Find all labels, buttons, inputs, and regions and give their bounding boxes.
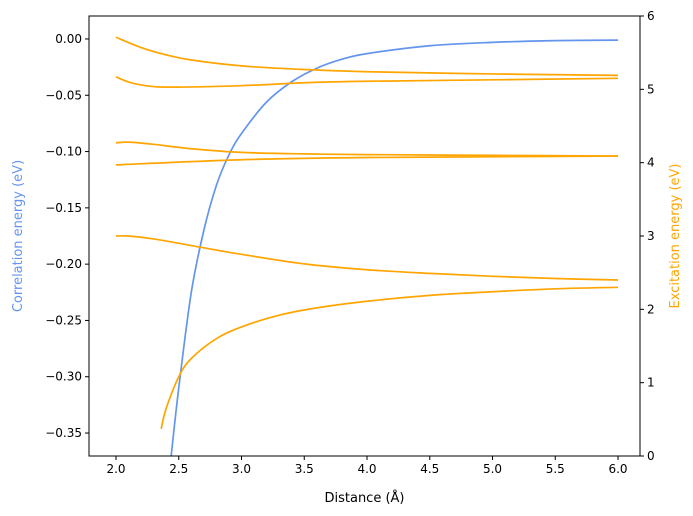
series-line-excitation-3 [115,141,619,157]
y-right-tick-label: 4 [647,156,655,170]
y-right-tick-label: 6 [647,9,655,23]
y-left-tick-label: −0.15 [45,201,82,215]
x-tick-label: 5.5 [546,462,565,476]
x-tick-label: 4.0 [357,462,376,476]
series-line-excitation-2 [115,76,619,88]
y-axis-left-label: Correlation energy (eV) [11,160,26,312]
y-left-tick-label: −0.20 [45,257,82,271]
x-tick-label: 2.0 [106,462,125,476]
x-axis: 2.0 2.5 3.0 3.5 4.0 4.5 5.0 5.5 6.0 [106,456,628,476]
y-right-tick-label: 0 [647,449,655,463]
y-left-tick-label: 0.00 [55,32,82,46]
y-left-tick-label: −0.05 [45,88,82,102]
y-axis-right-label: Excitation energy (eV) [668,164,683,309]
x-tick-label: 6.0 [608,462,627,476]
x-axis-label: Distance (Å) [324,490,404,506]
series-layer [115,36,619,456]
y-left-tick-label: −0.35 [45,426,82,440]
series-line-excitation-6 [160,286,619,430]
x-tick-label: 3.0 [232,462,251,476]
x-tick-label: 5.0 [483,462,502,476]
x-tick-label: 4.5 [420,462,439,476]
x-tick-label: 2.5 [169,462,188,476]
series-line-excitation-5 [115,234,619,281]
series-line-excitation-1 [115,36,619,77]
y-right-tick-label: 5 [647,82,655,96]
series-line-excitation-4 [115,155,619,166]
y-axis-right: 0 1 2 3 4 5 6 [640,9,655,463]
y-left-tick-label: −0.10 [45,145,82,159]
y-axis-left: 0.00 −0.05 −0.10 −0.15 −0.20 −0.25 −0.30 −0.35 [45,32,89,440]
y-right-tick-label: 1 [647,376,655,390]
y-right-tick-label: 2 [647,302,655,316]
y-left-tick-label: −0.25 [45,313,82,327]
y-left-tick-label: −0.30 [45,370,82,384]
y-right-tick-label: 3 [647,229,655,243]
x-tick-label: 3.5 [295,462,314,476]
series-line-correlation-energy [170,39,619,456]
